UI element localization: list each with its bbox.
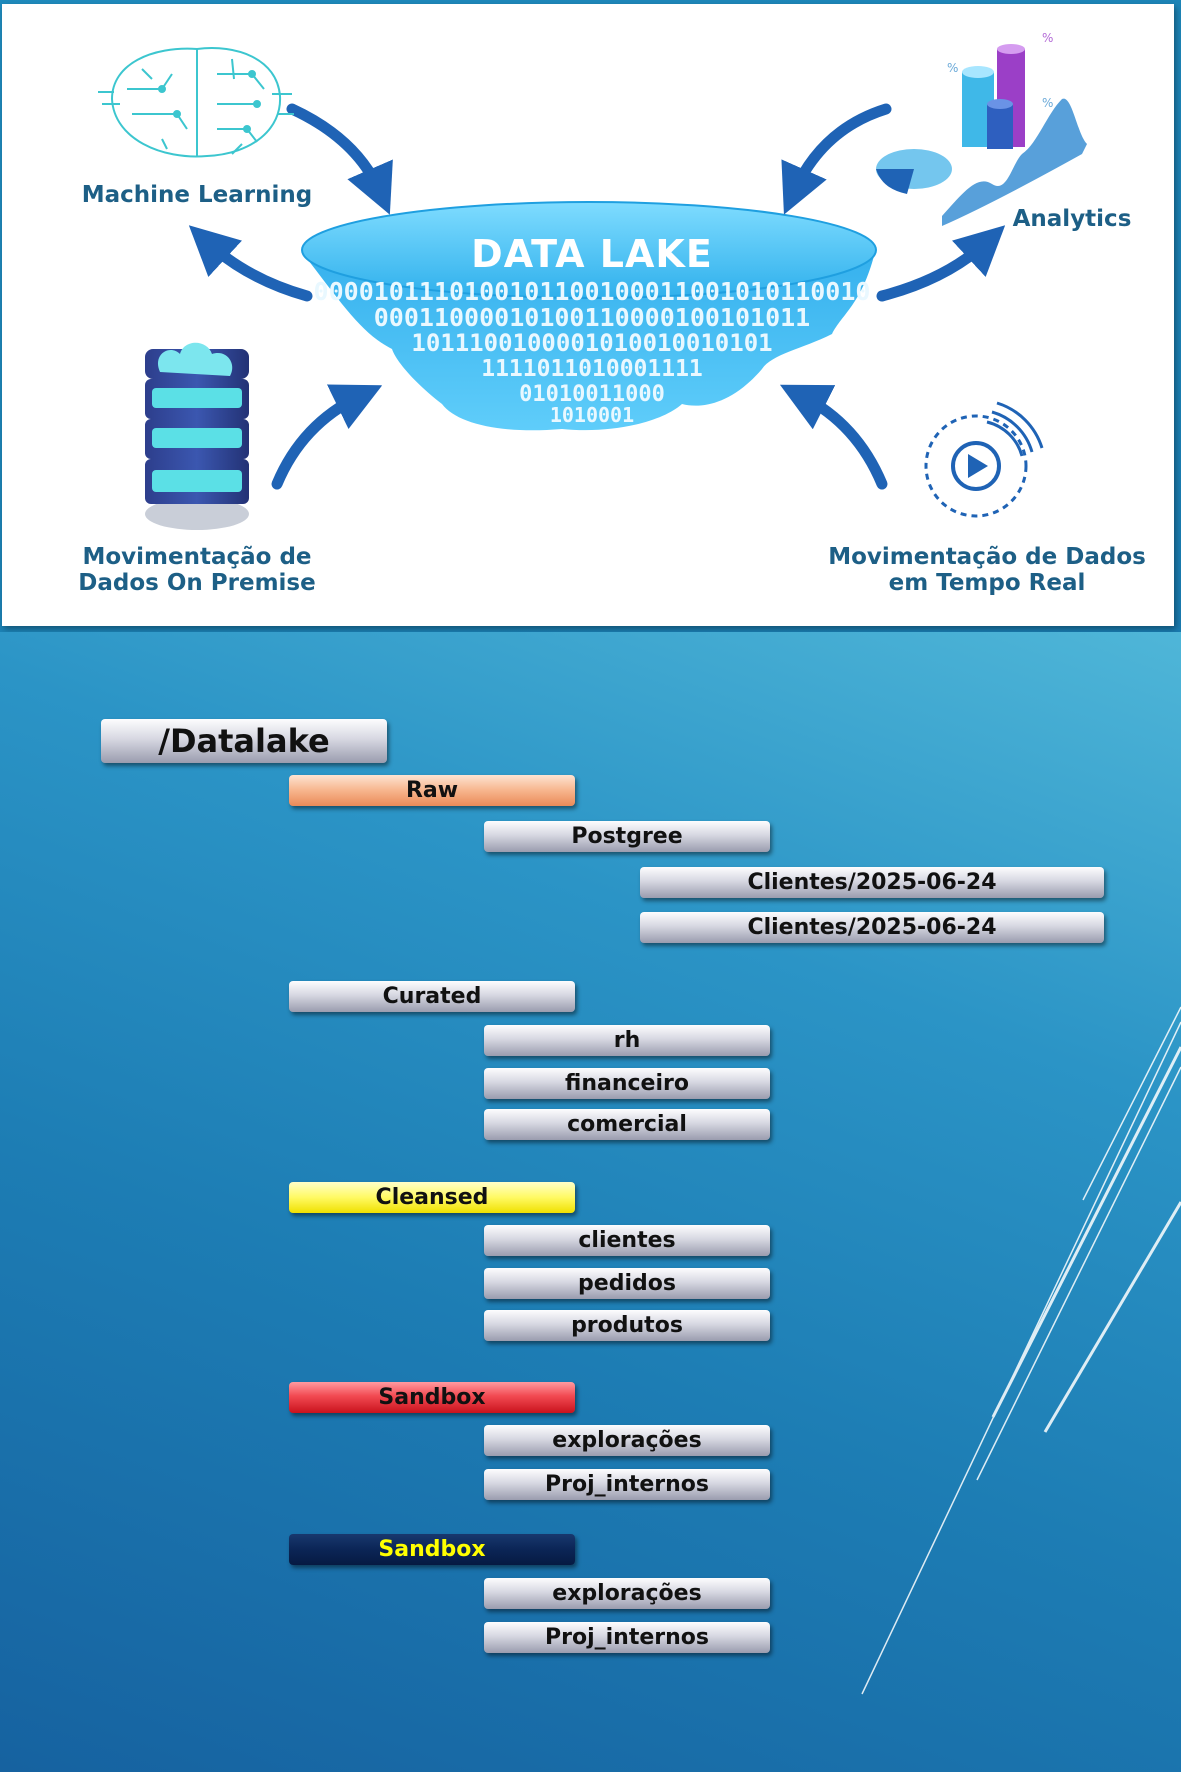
- datalake-folder-tree-panel: /Datalake Raw Postgree Clientes/2025-06-…: [0, 632, 1181, 1772]
- arrow-lake-to-analytics: [876, 225, 1006, 302]
- folder-clientes[interactable]: clientes: [484, 1225, 770, 1256]
- caption-on-premise-line2: Dados On Premise: [78, 570, 316, 596]
- percent-label: %: [1042, 96, 1053, 110]
- flow-arrows: [188, 103, 1006, 490]
- binary-line: 0000101110100101100100011001010110010: [314, 277, 871, 306]
- caption-analytics: Analytics: [1012, 206, 1132, 232]
- folder-proj-internos[interactable]: Proj_internos: [484, 1469, 770, 1500]
- folder-sandbox[interactable]: Sandbox: [289, 1382, 575, 1413]
- binary-line: 1011100100001010010010101: [411, 329, 772, 357]
- folder-curated[interactable]: Curated: [289, 981, 575, 1012]
- folder-cleansed[interactable]: Cleansed: [289, 1182, 575, 1213]
- arrow-analytics-to-lake: [781, 103, 892, 215]
- percent-label: %: [947, 61, 958, 75]
- folder-produtos[interactable]: produtos: [484, 1310, 770, 1341]
- folder-exploracoes[interactable]: explorações: [484, 1425, 770, 1456]
- caption-on-premise-line1: Movimentação de: [82, 544, 312, 570]
- illustration-artwork: 0000101110100101100100011001010110010 00…: [98, 31, 1087, 530]
- binary-line: 1111011010001111: [481, 356, 703, 382]
- folder-clientes-date[interactable]: Clientes/2025-06-24: [640, 867, 1104, 898]
- data-lake-title: DATA LAKE: [471, 232, 713, 276]
- arrow-onpremise-to-lake: [271, 384, 383, 490]
- folder-rh[interactable]: rh: [484, 1025, 770, 1056]
- folder-proj-internos-alt[interactable]: Proj_internos: [484, 1622, 770, 1653]
- arrow-ml-to-lake: [286, 103, 393, 215]
- caption-machine-learning: Machine Learning: [81, 182, 313, 208]
- folder-exploracoes-alt[interactable]: explorações: [484, 1578, 770, 1609]
- caption-real-time-line1: Movimentação de Dados: [828, 544, 1146, 570]
- binary-line: 00011000010100110000100101011: [374, 303, 811, 332]
- caption-real-time-line2: em Tempo Real: [888, 570, 1086, 596]
- binary-line: 01010011000: [519, 382, 665, 407]
- data-lake-shape: [301, 201, 877, 431]
- folder-sandbox-alt[interactable]: Sandbox: [289, 1534, 575, 1565]
- machine-learning-brain-icon: [98, 47, 294, 158]
- caption-on-premise: Movimentação de Dados On Premise: [52, 544, 342, 596]
- folder-comercial[interactable]: comercial: [484, 1109, 770, 1140]
- data-lake-illustration: 0000101110100101100100011001010110010 00…: [2, 4, 1174, 626]
- folder-pedidos[interactable]: pedidos: [484, 1268, 770, 1299]
- folder-raw[interactable]: Raw: [289, 775, 575, 806]
- folder-root-datalake[interactable]: /Datalake: [101, 719, 387, 763]
- server-stack-icon: [145, 342, 249, 530]
- arrow-lake-to-ml: [188, 225, 313, 302]
- caption-real-time: Movimentação de Dados em Tempo Real: [812, 544, 1162, 596]
- folder-financeiro[interactable]: financeiro: [484, 1068, 770, 1099]
- decorative-lines: [861, 1006, 1181, 1695]
- folder-clientes-date[interactable]: Clientes/2025-06-24: [640, 912, 1104, 943]
- arrow-realtime-to-lake: [779, 384, 888, 490]
- analytics-chart-icon: % % %: [876, 31, 1087, 226]
- percent-label: %: [1042, 31, 1053, 45]
- binary-digits: 0000101110100101100100011001010110010 00…: [314, 277, 871, 427]
- real-time-play-icon: [924, 401, 1044, 518]
- binary-line: 1010001: [550, 403, 634, 427]
- folder-postgree[interactable]: Postgree: [484, 821, 770, 852]
